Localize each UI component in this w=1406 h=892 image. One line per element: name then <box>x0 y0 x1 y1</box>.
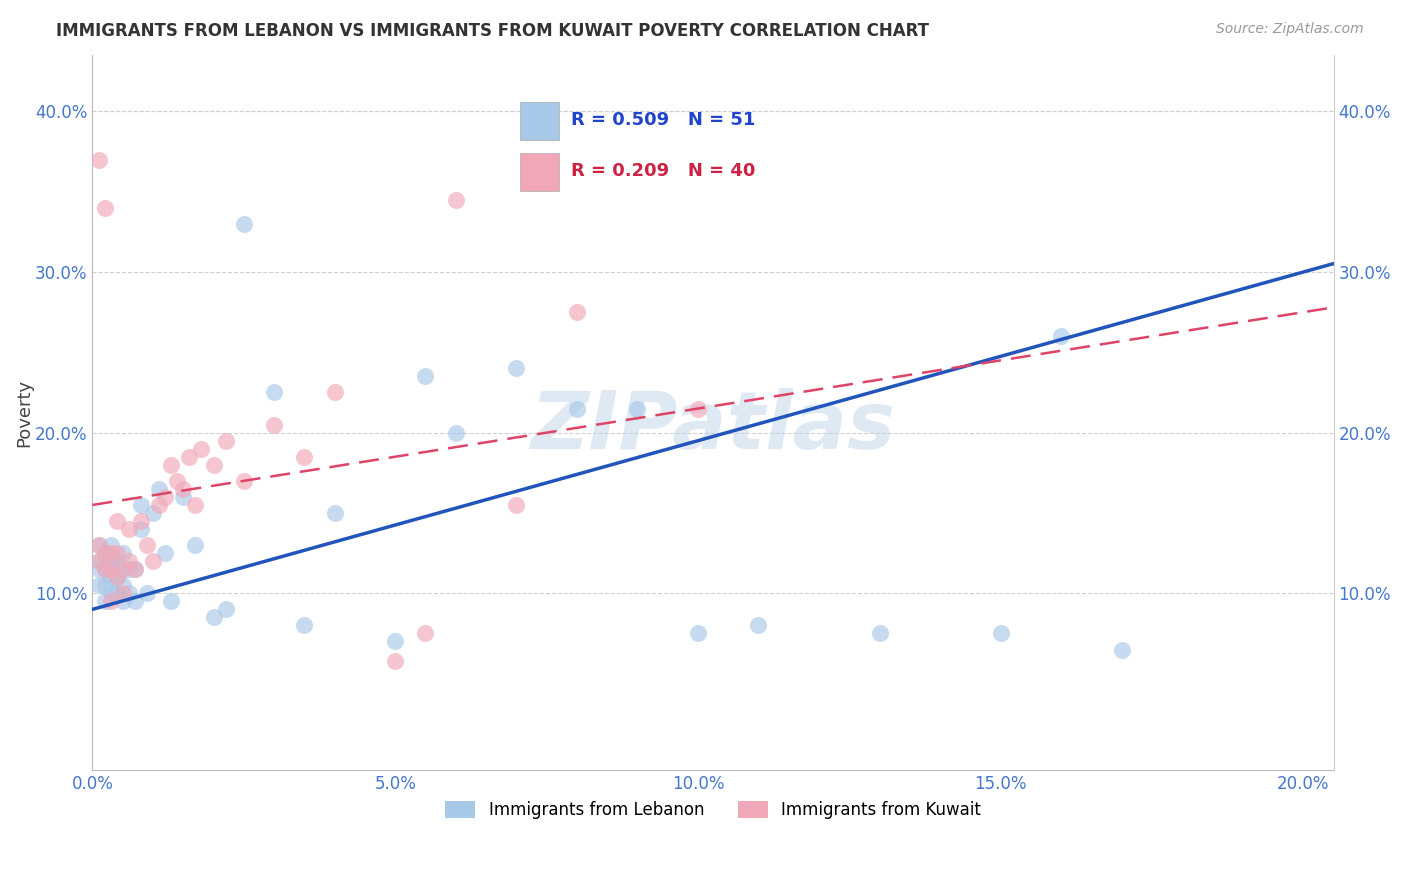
Text: IMMIGRANTS FROM LEBANON VS IMMIGRANTS FROM KUWAIT POVERTY CORRELATION CHART: IMMIGRANTS FROM LEBANON VS IMMIGRANTS FR… <box>56 22 929 40</box>
Point <box>153 546 176 560</box>
Point <box>118 562 141 576</box>
Point <box>111 578 134 592</box>
Point <box>100 538 122 552</box>
Point <box>124 594 146 608</box>
Point <box>87 554 110 568</box>
Point <box>323 385 346 400</box>
Point <box>202 458 225 472</box>
Legend: Immigrants from Lebanon, Immigrants from Kuwait: Immigrants from Lebanon, Immigrants from… <box>439 795 987 826</box>
Point <box>105 514 128 528</box>
Point <box>415 626 437 640</box>
Point <box>172 490 194 504</box>
Point <box>124 562 146 576</box>
Point <box>105 570 128 584</box>
Point <box>111 594 134 608</box>
Point <box>415 369 437 384</box>
Point <box>232 217 254 231</box>
Point <box>100 586 122 600</box>
Point <box>142 506 165 520</box>
Point <box>686 401 709 416</box>
Point <box>160 458 183 472</box>
Point <box>184 538 207 552</box>
Point <box>100 594 122 608</box>
Point <box>111 562 134 576</box>
Point <box>129 498 152 512</box>
Point <box>686 626 709 640</box>
Point <box>869 626 891 640</box>
Point <box>105 586 128 600</box>
Point <box>444 425 467 440</box>
Point <box>93 546 115 560</box>
Point <box>100 562 122 576</box>
Point <box>565 305 588 319</box>
Point <box>105 554 128 568</box>
Point <box>166 474 188 488</box>
Point <box>93 562 115 576</box>
Point <box>136 586 159 600</box>
Point <box>626 401 648 416</box>
Point <box>136 538 159 552</box>
Point <box>505 361 527 376</box>
Point <box>232 474 254 488</box>
Point <box>190 442 212 456</box>
Point <box>87 538 110 552</box>
Point <box>215 602 238 616</box>
Point <box>93 578 115 592</box>
Point <box>111 546 134 560</box>
Point <box>100 562 122 576</box>
Point <box>93 201 115 215</box>
Point <box>292 618 315 632</box>
Point <box>384 654 406 668</box>
Point <box>93 594 115 608</box>
Point <box>129 522 152 536</box>
Point <box>1050 329 1073 343</box>
Point <box>565 401 588 416</box>
Point <box>87 554 110 568</box>
Point <box>111 586 134 600</box>
Point <box>505 498 527 512</box>
Point <box>100 546 122 560</box>
Point <box>160 594 183 608</box>
Point <box>118 522 141 536</box>
Point <box>100 570 122 584</box>
Point <box>129 514 152 528</box>
Point <box>142 554 165 568</box>
Point <box>148 498 170 512</box>
Point <box>384 634 406 648</box>
Point <box>1111 642 1133 657</box>
Point <box>124 562 146 576</box>
Point <box>263 417 285 432</box>
Point <box>323 506 346 520</box>
Point <box>215 434 238 448</box>
Point <box>292 450 315 464</box>
Point <box>87 153 110 167</box>
Point <box>184 498 207 512</box>
Point <box>118 586 141 600</box>
Point <box>111 562 134 576</box>
Point <box>118 554 141 568</box>
Point <box>263 385 285 400</box>
Text: ZIPatlas: ZIPatlas <box>530 388 896 466</box>
Point <box>87 578 110 592</box>
Point <box>202 610 225 624</box>
Point <box>93 562 115 576</box>
Point <box>100 554 122 568</box>
Point <box>747 618 769 632</box>
Point <box>87 562 110 576</box>
Y-axis label: Poverty: Poverty <box>15 378 32 447</box>
Text: Source: ZipAtlas.com: Source: ZipAtlas.com <box>1216 22 1364 37</box>
Point <box>172 482 194 496</box>
Point <box>153 490 176 504</box>
Point <box>444 193 467 207</box>
Point <box>179 450 201 464</box>
Point <box>148 482 170 496</box>
Point <box>93 546 115 560</box>
Point <box>105 546 128 560</box>
Point <box>105 570 128 584</box>
Point <box>990 626 1012 640</box>
Point <box>87 538 110 552</box>
